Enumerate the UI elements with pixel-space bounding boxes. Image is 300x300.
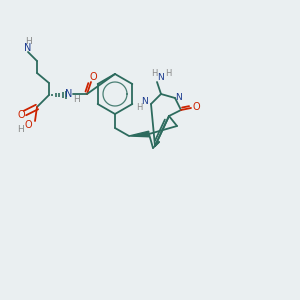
Text: H: H bbox=[165, 70, 171, 79]
Text: H: H bbox=[136, 103, 142, 112]
Text: H: H bbox=[151, 68, 157, 77]
Text: N: N bbox=[24, 43, 32, 53]
Text: O: O bbox=[24, 120, 32, 130]
Text: N: N bbox=[158, 74, 164, 82]
Text: N: N bbox=[176, 92, 182, 101]
Text: H: H bbox=[73, 94, 80, 103]
Text: N: N bbox=[142, 97, 148, 106]
Text: O: O bbox=[192, 102, 200, 112]
Text: N: N bbox=[65, 89, 73, 99]
Text: H: H bbox=[18, 124, 24, 134]
Text: O: O bbox=[17, 110, 25, 120]
Text: H: H bbox=[25, 37, 32, 46]
Text: O: O bbox=[89, 72, 97, 82]
Polygon shape bbox=[129, 131, 149, 137]
